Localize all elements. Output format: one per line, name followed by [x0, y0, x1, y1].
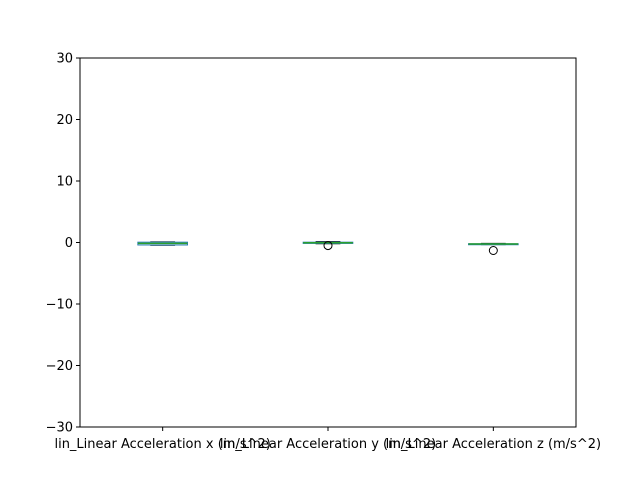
- x-axis: lin_Linear Acceleration x (m/s^2)lin_Lin…: [54, 427, 601, 452]
- box-1: [137, 241, 188, 246]
- box-3: [468, 242, 519, 255]
- y-tick-label: −10: [46, 298, 73, 313]
- y-tick-label: 20: [56, 113, 73, 128]
- box-2: [302, 241, 354, 251]
- x-tick-label: lin_Linear Acceleration z (m/s^2): [386, 437, 602, 452]
- y-tick-label: 10: [56, 175, 73, 190]
- outlier-point: [488, 245, 498, 255]
- y-tick-label: 0: [65, 236, 73, 251]
- x-tick-label: lin_Linear Acceleration x (m/s^2): [54, 437, 270, 452]
- y-tick-label: 30: [56, 52, 73, 67]
- y-tick-label: −20: [46, 359, 73, 374]
- y-axis: −30 −20 −10 0 10 20 30: [46, 52, 80, 436]
- outlier-point: [323, 241, 333, 251]
- y-tick-label: −30: [46, 421, 73, 436]
- box-series: [137, 241, 519, 255]
- x-tick-label: lin_Linear Acceleration y (m/s^2): [220, 437, 436, 452]
- plot-frame: [79, 57, 577, 428]
